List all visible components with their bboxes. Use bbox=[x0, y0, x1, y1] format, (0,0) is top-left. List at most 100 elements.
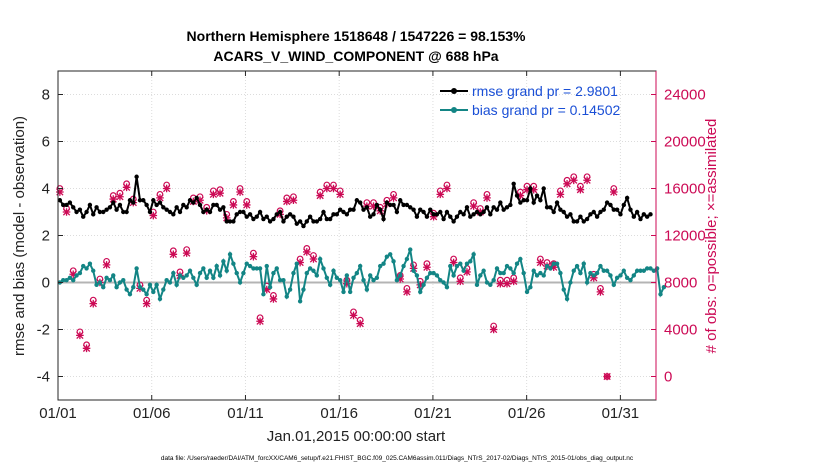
rmse-point bbox=[291, 214, 296, 219]
rmse-point bbox=[221, 205, 226, 210]
bias-point bbox=[254, 266, 259, 271]
chart-title: Northern Hemisphere 1518648 / 1547226 = … bbox=[187, 28, 526, 44]
bias-point bbox=[658, 292, 663, 297]
bias-point bbox=[194, 282, 199, 288]
bias-point bbox=[64, 277, 69, 283]
rmse-point bbox=[317, 216, 323, 222]
rmse-point bbox=[111, 200, 116, 205]
bias-point bbox=[481, 268, 486, 273]
bias-point bbox=[558, 270, 563, 276]
bias-point bbox=[538, 270, 543, 276]
rmse-point bbox=[554, 200, 560, 205]
assimilated-point bbox=[403, 288, 411, 296]
assimilated-point bbox=[356, 319, 364, 328]
bias-point bbox=[104, 275, 109, 280]
bias-point bbox=[91, 268, 96, 273]
bias-point bbox=[384, 254, 390, 259]
rmse-point bbox=[458, 209, 463, 215]
rmse-point bbox=[107, 205, 113, 210]
rmse-point bbox=[498, 200, 503, 205]
bias-point bbox=[171, 270, 176, 276]
rmse-point bbox=[287, 212, 293, 217]
y-tick-label: 2 bbox=[42, 228, 50, 245]
bias-point bbox=[581, 261, 586, 266]
assimilated-point bbox=[609, 188, 618, 196]
bias-point bbox=[401, 263, 406, 269]
rmse-point bbox=[404, 202, 410, 208]
rmse-point bbox=[584, 216, 590, 222]
bias-point bbox=[291, 270, 296, 276]
bias-point bbox=[508, 266, 513, 271]
bias-point bbox=[297, 299, 303, 304]
rmse-point bbox=[137, 198, 143, 203]
bias-point bbox=[287, 287, 293, 292]
rmse-point bbox=[347, 207, 353, 212]
assimilated-point bbox=[209, 190, 218, 199]
bias-point bbox=[611, 282, 616, 288]
assimilated-point bbox=[496, 279, 505, 288]
bias-point bbox=[207, 268, 213, 273]
legend-rmse-label: rmse grand pr = 2.9801 bbox=[472, 83, 618, 99]
rmse-point bbox=[131, 200, 136, 205]
bias-point bbox=[277, 277, 283, 283]
rmse-point bbox=[384, 200, 390, 205]
bias-point bbox=[551, 261, 556, 266]
rmse-point bbox=[598, 209, 603, 215]
rmse-point bbox=[104, 207, 109, 212]
assimilated-point bbox=[523, 185, 531, 194]
bias-point bbox=[378, 263, 383, 269]
rmse-point bbox=[234, 212, 239, 217]
bias-point bbox=[224, 268, 229, 273]
bias-point bbox=[564, 296, 570, 302]
bias-point bbox=[334, 275, 340, 280]
assimilated-point bbox=[536, 258, 545, 267]
rmse-point bbox=[297, 219, 303, 224]
bias-point bbox=[388, 252, 393, 257]
bias-point bbox=[344, 273, 350, 278]
bias-point bbox=[131, 285, 136, 290]
rmse-point bbox=[114, 207, 119, 212]
rmse-point bbox=[524, 198, 530, 203]
bias-point bbox=[97, 280, 103, 285]
rmse-point bbox=[388, 202, 393, 208]
y-right-tick-label: 8000 bbox=[664, 275, 697, 292]
bias-point bbox=[274, 266, 279, 271]
bias-point bbox=[541, 273, 546, 278]
bias-point bbox=[371, 277, 376, 283]
assimilated-point bbox=[556, 190, 565, 199]
bias-point bbox=[418, 289, 423, 295]
rmse-point bbox=[494, 207, 500, 212]
rmse-point bbox=[634, 209, 640, 215]
rmse-point bbox=[157, 200, 163, 205]
rmse-point bbox=[191, 200, 196, 205]
rmse-point bbox=[511, 181, 516, 186]
rmse-point bbox=[211, 202, 216, 208]
rmse-point bbox=[438, 209, 443, 215]
bias-point bbox=[234, 270, 239, 276]
bias-point bbox=[374, 275, 380, 280]
assimilated-point bbox=[229, 201, 238, 209]
bias-point bbox=[544, 263, 550, 269]
assimilated-point bbox=[343, 279, 351, 288]
line-series bbox=[57, 174, 667, 304]
legend-bias-label: bias grand pr = 0.14502 bbox=[472, 102, 620, 118]
rmse-point bbox=[364, 205, 370, 210]
bias-point bbox=[468, 259, 473, 264]
bias-point bbox=[367, 273, 373, 278]
bias-point bbox=[337, 277, 343, 283]
rmse-point bbox=[64, 202, 69, 208]
y-right-tick-label: 12000 bbox=[664, 228, 706, 245]
bias-point bbox=[624, 275, 630, 280]
assimilated-point bbox=[236, 188, 244, 196]
assimilated-point bbox=[596, 288, 605, 296]
assimilated-point bbox=[476, 208, 485, 216]
bias-point bbox=[117, 280, 123, 285]
bias-point bbox=[284, 294, 289, 299]
assimilated-point bbox=[296, 258, 304, 267]
assimilated-point bbox=[89, 299, 98, 308]
bias-point bbox=[391, 259, 396, 264]
bias-point bbox=[177, 273, 183, 278]
rmse-point bbox=[214, 202, 219, 208]
rmse-point bbox=[411, 207, 416, 212]
